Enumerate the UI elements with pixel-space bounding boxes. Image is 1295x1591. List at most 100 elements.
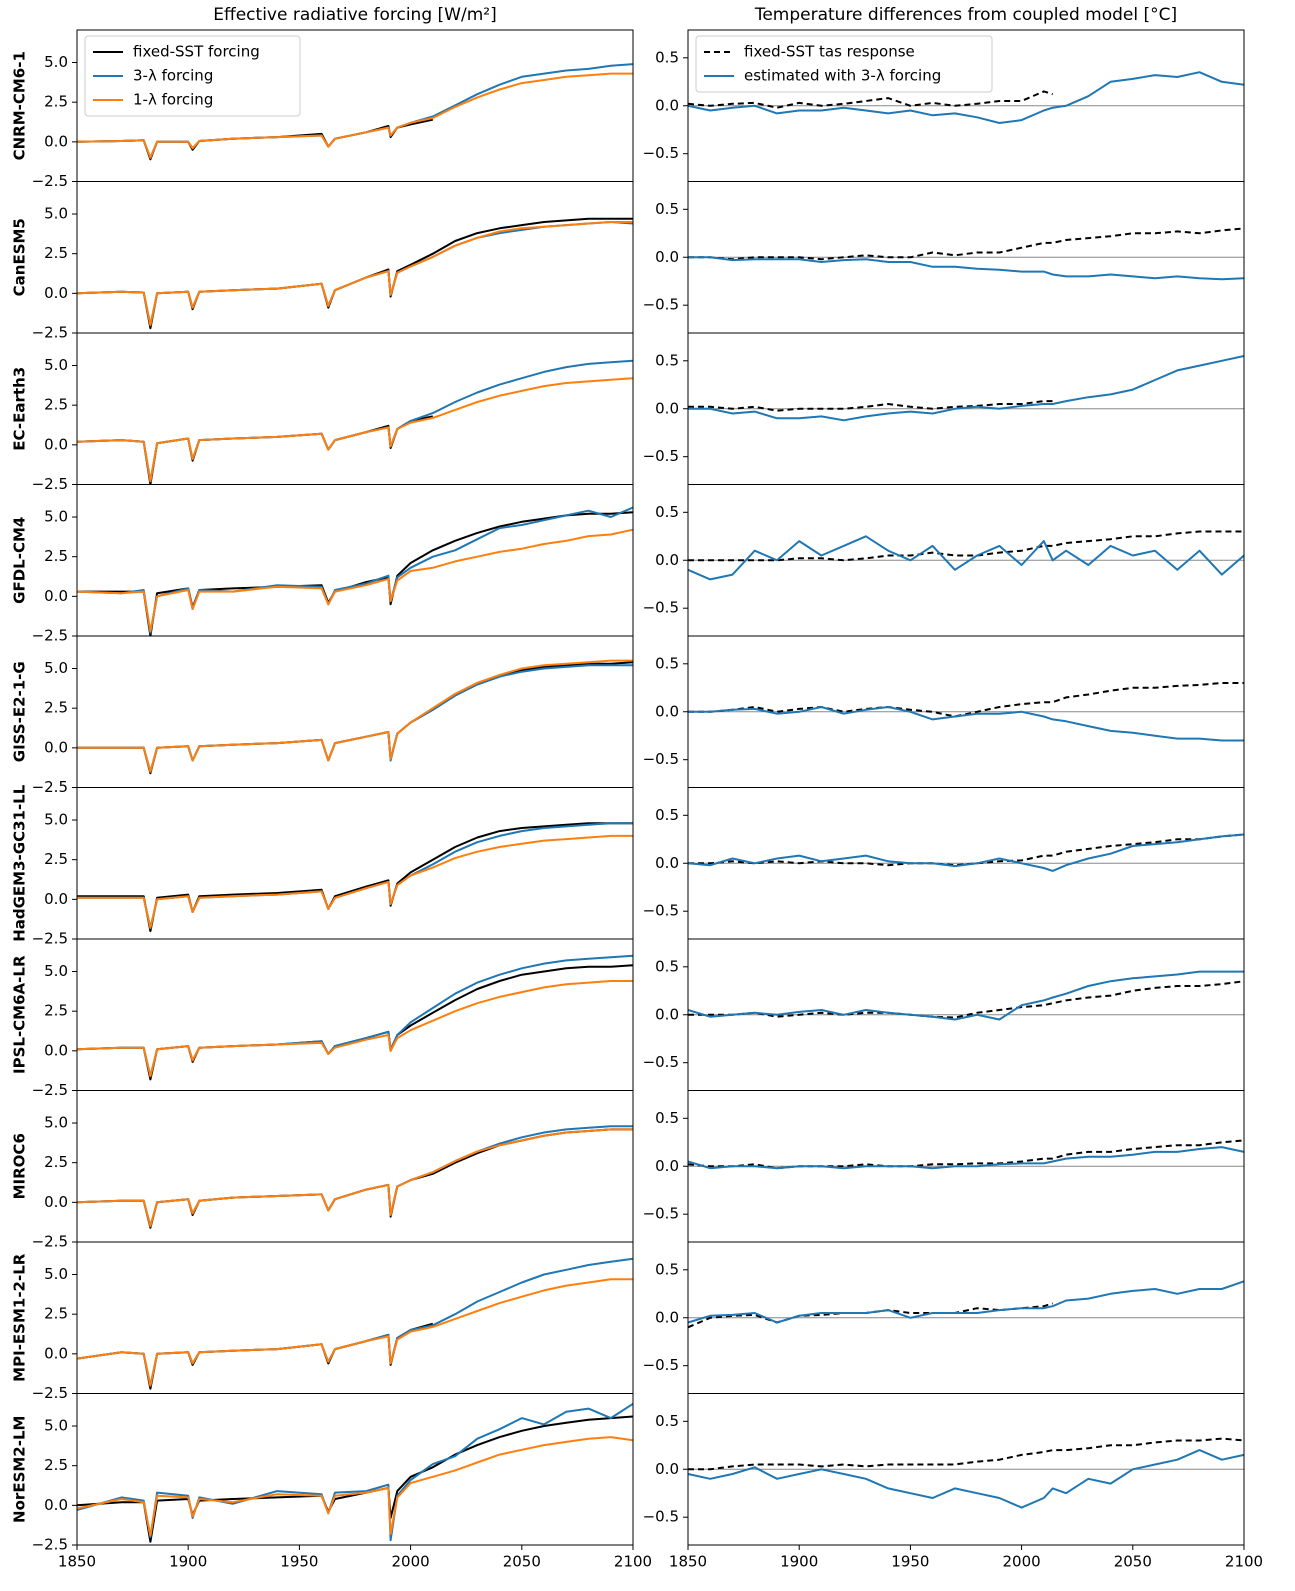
row-label: CanESM5	[11, 218, 29, 296]
y-tick-label: 5.0	[44, 659, 68, 677]
series-line	[687, 1449, 1245, 1509]
y-tick-label: 0.5	[655, 48, 679, 66]
y-tick-label: 5.0	[44, 1265, 68, 1283]
plot-background	[77, 181, 633, 333]
y-tick-label: −2.5	[32, 475, 68, 493]
x-tick-label: 2100	[1225, 1553, 1263, 1571]
plot-background	[77, 939, 633, 1091]
y-tick-label: 0.5	[655, 1109, 679, 1127]
series-line	[688, 355, 1245, 422]
y-tick-label: 0.0	[44, 132, 68, 150]
y-tick-label: 0.0	[44, 284, 68, 302]
y-tick-label: 2.5	[44, 1002, 68, 1020]
series-line	[76, 72, 633, 159]
column-title: Temperature differences from coupled mod…	[754, 5, 1177, 25]
y-tick-label: 2.5	[44, 850, 68, 868]
y-tick-label: −0.5	[643, 144, 679, 162]
series-line	[688, 706, 1244, 742]
series-line	[687, 833, 1245, 872]
y-tick-label: −2.5	[32, 1233, 68, 1251]
y-tick-label: −2.5	[32, 778, 68, 796]
y-tick-label: 2.5	[44, 93, 68, 111]
series-line	[77, 834, 633, 929]
y-tick-label: −0.5	[643, 296, 679, 314]
y-tick-label: −2.5	[32, 172, 68, 190]
x-tick-label: 1950	[891, 1553, 929, 1571]
series-line	[76, 1128, 633, 1228]
y-tick-label: 0.5	[655, 200, 679, 218]
row-label: HadGEM3-GC31-LL	[11, 784, 29, 942]
series-line	[688, 227, 1245, 261]
legend-label: fixed-SST forcing	[133, 43, 260, 61]
series-line	[76, 377, 634, 483]
y-tick-label: 0.0	[655, 854, 679, 872]
series-line	[688, 980, 1245, 1019]
y-tick-label: −2.5	[32, 627, 68, 645]
series-line	[687, 90, 1054, 109]
row-label: GISS-E2-1-G	[11, 661, 29, 762]
legend-box	[695, 35, 993, 93]
series-line	[76, 980, 633, 1078]
y-tick-label: 5.0	[44, 1114, 68, 1132]
x-tick-label: 2050	[503, 1553, 541, 1571]
legend-label: 3-λ forcing	[133, 67, 213, 85]
plot-background	[77, 1242, 633, 1394]
panel-frame	[76, 1393, 634, 1546]
series-line	[77, 659, 633, 773]
y-tick-label: 0.0	[44, 738, 68, 756]
x-tick-label: 1850	[669, 1553, 707, 1571]
x-tick-label: 2000	[1003, 1553, 1041, 1571]
y-tick-label: 5.0	[44, 962, 68, 980]
x-tick-label: 2050	[1114, 1553, 1152, 1571]
series-line	[687, 1139, 1245, 1170]
y-tick-label: 0.5	[655, 1260, 679, 1278]
series-line	[76, 1278, 633, 1387]
row-label: MIROC6	[11, 1133, 29, 1199]
y-tick-label: −0.5	[643, 1356, 679, 1374]
legend-label: estimated with 3-λ forcing	[744, 67, 941, 85]
y-tick-label: −2.5	[32, 930, 68, 948]
y-tick-label: 2.5	[44, 244, 68, 262]
y-tick-label: 0.0	[44, 890, 68, 908]
y-tick-label: −2.5	[32, 1081, 68, 1099]
y-tick-label: 0.0	[655, 399, 679, 417]
y-tick-label: 0.0	[655, 1308, 679, 1326]
y-tick-label: 0.5	[655, 957, 679, 975]
y-tick-label: −0.5	[643, 902, 679, 920]
y-tick-label: 5.0	[44, 1417, 68, 1435]
series-line	[688, 682, 1244, 718]
series-line	[688, 400, 1053, 412]
y-tick-label: 5.0	[44, 508, 68, 526]
y-tick-label: 2.5	[44, 547, 68, 565]
row-label: GFDL-CM4	[11, 517, 29, 604]
y-tick-label: 0.0	[44, 435, 68, 453]
y-tick-label: 0.0	[655, 551, 679, 569]
series-line	[77, 822, 633, 933]
y-tick-label: 0.0	[44, 1041, 68, 1059]
plot-background	[77, 636, 633, 788]
y-tick-label: 2.5	[44, 1305, 68, 1323]
y-tick-label: −2.5	[32, 1536, 68, 1554]
x-tick-label: 1850	[58, 1553, 96, 1571]
x-tick-label: 1900	[780, 1553, 818, 1571]
series-line	[76, 1436, 634, 1537]
row-label: CNRM-CM6-1	[11, 51, 29, 160]
legend-label: 1-λ forcing	[133, 91, 213, 109]
y-tick-label: 5.0	[44, 205, 68, 223]
y-tick-label: −0.5	[643, 1508, 679, 1526]
y-tick-label: 0.0	[44, 1344, 68, 1362]
series-line	[687, 1146, 1245, 1170]
y-tick-label: −0.5	[643, 447, 679, 465]
y-tick-label: 0.5	[655, 1412, 679, 1430]
y-tick-label: −0.5	[643, 599, 679, 617]
series-line	[76, 528, 634, 633]
y-tick-label: 2.5	[44, 699, 68, 717]
series-line	[687, 71, 1245, 124]
column-title: Effective radiative forcing [W/m²]	[213, 5, 496, 25]
series-line	[688, 1437, 1245, 1471]
y-tick-label: 0.0	[655, 1005, 679, 1023]
series-line	[687, 1280, 1245, 1324]
y-tick-label: 0.0	[44, 587, 68, 605]
series-line	[76, 1402, 634, 1542]
